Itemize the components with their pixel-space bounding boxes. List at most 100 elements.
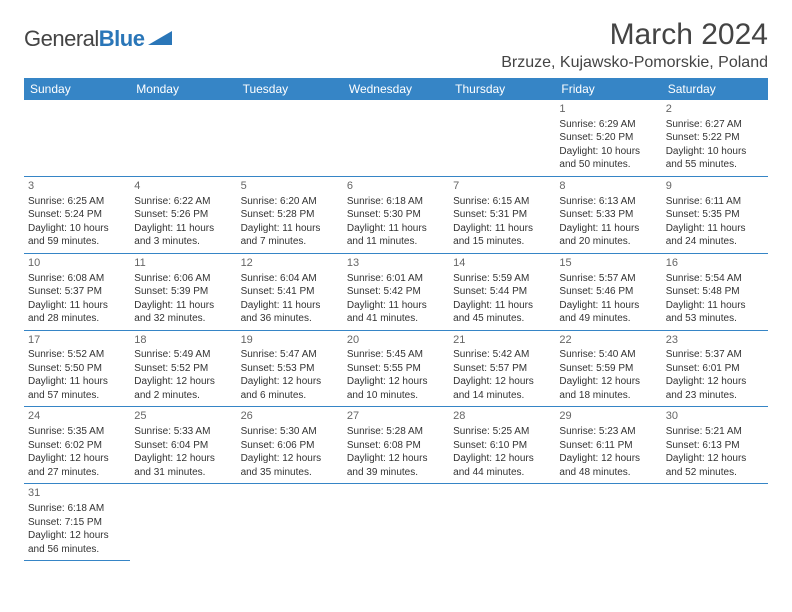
day-number: 4 [134,179,232,194]
day-cell: 31Sunrise: 6:18 AMSunset: 7:15 PMDayligh… [24,484,130,561]
day-cell: 5Sunrise: 6:20 AMSunset: 5:28 PMDaylight… [237,177,343,254]
sunset-line: Sunset: 6:06 PM [241,439,339,453]
logo-text: GeneralBlue [24,26,144,52]
empty-cell [662,484,768,561]
day-cell: 10Sunrise: 6:08 AMSunset: 5:37 PMDayligh… [24,254,130,331]
day-number: 14 [453,256,551,271]
day-number: 21 [453,333,551,348]
daylight-line: and 18 minutes. [559,389,657,403]
daylight-line: Daylight: 10 hours [666,145,764,159]
day-cell: 1Sunrise: 6:29 AMSunset: 5:20 PMDaylight… [555,100,661,177]
empty-cell [343,484,449,561]
day-number: 1 [559,102,657,117]
sunset-line: Sunset: 6:11 PM [559,439,657,453]
sunrise-line: Sunrise: 5:57 AM [559,272,657,286]
sunrise-line: Sunrise: 6:18 AM [28,502,126,516]
sunrise-line: Sunrise: 6:04 AM [241,272,339,286]
sunrise-line: Sunrise: 6:01 AM [347,272,445,286]
empty-cell [237,100,343,177]
sunrise-line: Sunrise: 5:54 AM [666,272,764,286]
day-cell: 13Sunrise: 6:01 AMSunset: 5:42 PMDayligh… [343,254,449,331]
day-header: Wednesday [343,78,449,100]
sunrise-line: Sunrise: 6:29 AM [559,118,657,132]
day-header: Thursday [449,78,555,100]
day-number: 29 [559,409,657,424]
daylight-line: and 31 minutes. [134,466,232,480]
daylight-line: Daylight: 11 hours [453,299,551,313]
sunset-line: Sunset: 5:33 PM [559,208,657,222]
week-row: 3Sunrise: 6:25 AMSunset: 5:24 PMDaylight… [24,177,768,254]
sunrise-line: Sunrise: 5:45 AM [347,348,445,362]
sunset-line: Sunset: 5:20 PM [559,131,657,145]
empty-cell [449,100,555,177]
daylight-line: and 10 minutes. [347,389,445,403]
daylight-line: and 20 minutes. [559,235,657,249]
daylight-line: and 57 minutes. [28,389,126,403]
day-header: Tuesday [237,78,343,100]
empty-cell [237,484,343,561]
daylight-line: Daylight: 12 hours [347,375,445,389]
day-cell: 14Sunrise: 5:59 AMSunset: 5:44 PMDayligh… [449,254,555,331]
daylight-line: Daylight: 12 hours [241,452,339,466]
day-number: 16 [666,256,764,271]
daylight-line: Daylight: 11 hours [347,299,445,313]
daylight-line: Daylight: 12 hours [347,452,445,466]
week-row: 1Sunrise: 6:29 AMSunset: 5:20 PM Daylight… [24,100,768,177]
sunset-line: Sunset: 6:08 PM [347,439,445,453]
day-number: 10 [28,256,126,271]
sunset-line: Sunset: 5:37 PM [28,285,126,299]
sunset-line: Sunset: 6:13 PM [666,439,764,453]
daylight-line: and 28 minutes. [28,312,126,326]
sunset-line: Sunset: 5:44 PM [453,285,551,299]
day-cell: 22Sunrise: 5:40 AMSunset: 5:59 PMDayligh… [555,331,661,408]
daylight-line: Daylight: 11 hours [559,222,657,236]
daylight-line: Daylight: 12 hours [453,375,551,389]
day-number: 13 [347,256,445,271]
sunrise-line: Sunrise: 5:21 AM [666,425,764,439]
sunset-line: Sunset: 6:02 PM [28,439,126,453]
day-cell: 28Sunrise: 5:25 AMSunset: 6:10 PMDayligh… [449,407,555,484]
daylight-line: and 3 minutes. [134,235,232,249]
daylight-line: and 7 minutes. [241,235,339,249]
sunset-line: Sunset: 6:10 PM [453,439,551,453]
daylight-line: and 15 minutes. [453,235,551,249]
logo-text-1: General [24,26,99,51]
empty-cell [24,100,130,177]
day-cell: 7Sunrise: 6:15 AMSunset: 5:31 PMDaylight… [449,177,555,254]
sunset-line: Sunset: 5:55 PM [347,362,445,376]
sunrise-line: Sunrise: 5:49 AM [134,348,232,362]
daylight-line: and 45 minutes. [453,312,551,326]
day-cell: 21Sunrise: 5:42 AMSunset: 5:57 PMDayligh… [449,331,555,408]
logo: GeneralBlue [24,26,174,52]
sunset-line: Sunset: 5:24 PM [28,208,126,222]
daylight-line: Daylight: 11 hours [134,222,232,236]
day-number: 5 [241,179,339,194]
calendar: SundayMondayTuesdayWednesdayThursdayFrid… [24,78,768,561]
empty-cell [449,484,555,561]
sunset-line: Sunset: 5:26 PM [134,208,232,222]
sunset-line: Sunset: 5:41 PM [241,285,339,299]
sunset-line: Sunset: 5:52 PM [134,362,232,376]
daylight-line: and 36 minutes. [241,312,339,326]
sunrise-line: Sunrise: 6:25 AM [28,195,126,209]
sunset-line: Sunset: 5:59 PM [559,362,657,376]
sunrise-line: Sunrise: 6:08 AM [28,272,126,286]
sunset-line: Sunset: 5:39 PM [134,285,232,299]
day-number: 15 [559,256,657,271]
logo-text-2: Blue [99,26,145,51]
daylight-line: Daylight: 11 hours [347,222,445,236]
sunrise-line: Sunrise: 6:27 AM [666,118,764,132]
daylight-line: Daylight: 11 hours [134,299,232,313]
daylight-line: Daylight: 11 hours [453,222,551,236]
sunset-line: Sunset: 5:50 PM [28,362,126,376]
daylight-line: and 14 minutes. [453,389,551,403]
daylight-line: and 41 minutes. [347,312,445,326]
day-number: 11 [134,256,232,271]
sunrise-line: Sunrise: 6:22 AM [134,195,232,209]
sunset-line: Sunset: 5:35 PM [666,208,764,222]
daylight-line: and 23 minutes. [666,389,764,403]
sunrise-line: Sunrise: 5:25 AM [453,425,551,439]
sunrise-line: Sunrise: 5:23 AM [559,425,657,439]
sunrise-line: Sunrise: 6:15 AM [453,195,551,209]
day-cell: 30Sunrise: 5:21 AMSunset: 6:13 PMDayligh… [662,407,768,484]
